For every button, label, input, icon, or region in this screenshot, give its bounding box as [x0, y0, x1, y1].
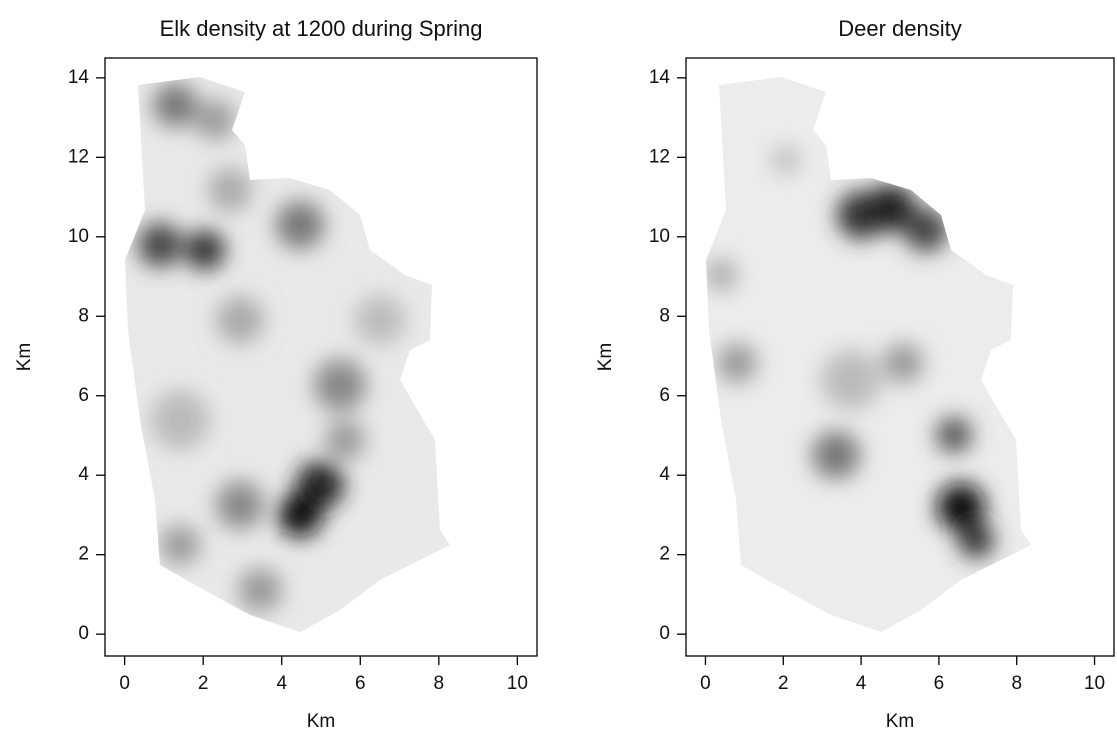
chart-title: Deer density [838, 16, 962, 41]
y-tick-label: 0 [78, 623, 89, 644]
y-tick-label: 6 [659, 385, 670, 406]
y-axis-label: Km [14, 343, 35, 372]
chart-title: Elk density at 1200 during Spring [160, 16, 483, 41]
x-tick-label: 10 [507, 673, 528, 694]
y-tick-label: 0 [659, 623, 670, 644]
y-tick-label: 10 [649, 226, 670, 247]
y-tick-label: 4 [659, 464, 670, 485]
y-tick-label: 8 [659, 305, 670, 326]
y-tick-label: 2 [78, 544, 89, 565]
x-axis-label: Km [886, 711, 915, 732]
y-tick-label: 12 [68, 146, 89, 167]
x-tick-label: 8 [434, 673, 445, 694]
y-tick-label: 2 [659, 544, 670, 565]
x-tick-label: 4 [276, 673, 287, 694]
x-tick-label: 10 [1084, 673, 1105, 694]
x-tick-label: 0 [700, 673, 711, 694]
x-tick-label: 8 [1011, 673, 1022, 694]
y-tick-label: 14 [649, 67, 671, 88]
density-map-group [706, 77, 1031, 632]
x-tick-label: 0 [119, 673, 130, 694]
y-tick-label: 6 [78, 385, 89, 406]
x-tick-label: 2 [778, 673, 789, 694]
x-tick-label: 6 [355, 673, 366, 694]
y-tick-label: 4 [78, 464, 89, 485]
x-tick-label: 6 [934, 673, 945, 694]
density-map [125, 77, 450, 632]
plot-frame [685, 57, 1115, 657]
density-map [706, 77, 1031, 632]
y-tick-label: 14 [68, 67, 90, 88]
x-tick-label: 2 [198, 673, 209, 694]
x-axis-label: Km [307, 711, 336, 732]
y-tick-label: 8 [78, 305, 89, 326]
y-tick-label: 12 [649, 146, 670, 167]
plot-frame [104, 57, 538, 657]
x-tick-label: 4 [856, 673, 867, 694]
y-axis-label: Km [595, 343, 616, 372]
y-tick-label: 10 [68, 226, 89, 247]
